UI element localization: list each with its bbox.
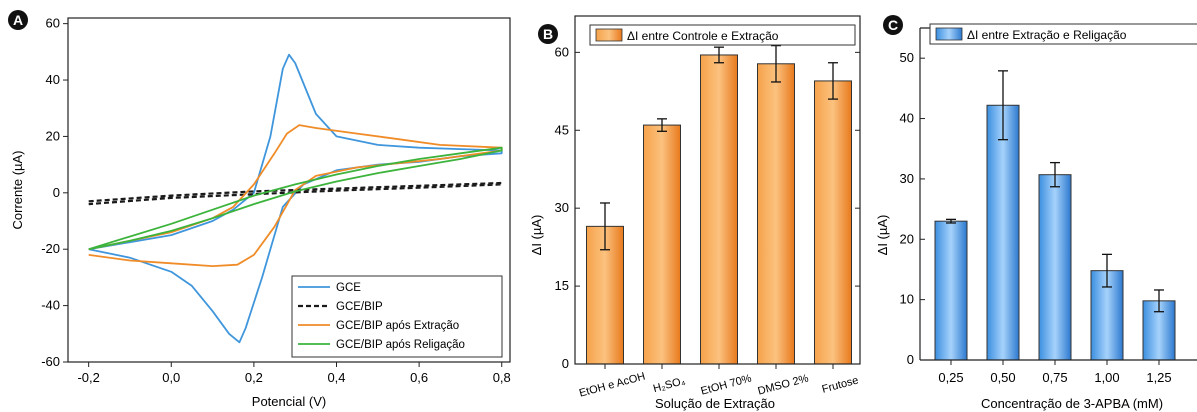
panel-a-y-tick-label: 40 (46, 72, 60, 87)
panel-b: B 0 15 30 45 60 EtOH e AcOH H₂SO₄ EtOH 70% DMSO… (529, 15, 861, 411)
panel-c-letter-badge (883, 15, 903, 35)
panel-a-series-line (88, 146, 503, 251)
panel-a-x-tick-label: 0,2 (245, 370, 263, 385)
panel-c-y-tick-label: 40 (900, 111, 914, 126)
panel-b-bar (643, 124, 681, 365)
panel-a-letter: A (13, 12, 23, 28)
panel-a-x-tick-label: 0,0 (162, 370, 180, 385)
panel-b-xlabel: Solução de Extração (655, 396, 775, 411)
panel-b-x-tick-label: EtOH e AcOH (578, 371, 647, 400)
panel-c-axes: 0 10 20 30 40 50 (900, 50, 925, 367)
panel-c-ylabel: ΔI (µA) (875, 215, 890, 256)
panel-a-x-tick-label: 0,6 (410, 370, 428, 385)
panel-c-y-tick-label: 10 (900, 292, 914, 307)
panel-c-x-tick-label: 0,75 (1042, 370, 1067, 385)
panel-b-frame (574, 15, 861, 365)
panel-c-y-tick-label: 20 (900, 231, 914, 246)
panel-a-xlabel: Potencial (V) (252, 394, 326, 409)
panel-a-x-tick-label: 0,8 (493, 370, 511, 385)
panel-c-bars: 0,25 0,50 0,75 1,00 1,25 (934, 70, 1176, 385)
panel-b-bar (814, 80, 852, 365)
panel-b-bar (700, 54, 738, 365)
panel-a-plot-lines (88, 53, 503, 344)
panel-b-bars: EtOH e AcOH H₂SO₄ EtOH 70% DMSO 2% Frutose (578, 44, 860, 400)
panel-a-letter-badge (8, 10, 28, 30)
panel-c-x-tick-label: 1,00 (1094, 370, 1119, 385)
panel-b-y-tick-label: 30 (555, 200, 569, 215)
panel-a-y-tick-label: 20 (46, 128, 60, 143)
panel-b-y-tick-label: 15 (555, 278, 569, 293)
panel-b-legend: ΔI entre Controle e Extração (589, 24, 856, 46)
panel-b-bar (757, 63, 795, 365)
panel-a-x-tick-label: 0,4 (327, 370, 345, 385)
panel-a-series-line (88, 181, 503, 206)
panel-c-legend-label: ΔI entre Extração e Religação (967, 28, 1127, 42)
panel-b-x-tick-label: Frutose (821, 374, 860, 395)
panel-a-x-tick-label: -0,2 (77, 370, 99, 385)
panel-a-axes: -0,2 0,0 0,2 0,4 0,6 0,8 -60 -40 -20 0 20 40 60 (41, 16, 511, 385)
panel-c: C 0 10 20 30 40 50 0,25 0,50 0,75 1,00 1,25 Conce… (875, 15, 1197, 411)
panel-c-y-tick-label: 30 (900, 171, 914, 186)
panel-c-legend: ΔI entre Extração e Religação (929, 23, 1197, 45)
panel-b-x-tick-label: H₂SO₄ (652, 375, 687, 395)
panel-b-letter: B (543, 26, 553, 42)
panel-c-x-tick-label: 0,25 (938, 370, 963, 385)
panel-b-y-tick-label: 0 (562, 356, 569, 371)
panel-b-x-tick-label: EtOH 70% (700, 373, 754, 398)
panel-a-legend: GCE GCE/BIP GCE/BIP após Extração GCE/BIP a… (291, 275, 503, 358)
panel-b-ylabel: ΔI (µA) (529, 215, 544, 256)
panel-a-y-tick-label: 60 (46, 16, 60, 31)
panel-a-y-tick-label: -40 (41, 298, 60, 313)
panel-a-legend-label: GCE/BIP após Extração (336, 320, 459, 332)
panel-b-legend-swatch (595, 28, 623, 42)
panel-c-bar (934, 220, 968, 361)
panel-c-legend-swatch (935, 27, 963, 41)
panel-a: A -0,2 0,0 0,2 0,4 0,6 0,8 -60 -40 -20 0 20 40 60 Po… (8, 10, 511, 409)
panel-c-letter: C (888, 17, 898, 33)
panel-c-y-tick-label: 50 (900, 50, 914, 65)
panel-b-axes: 0 15 30 45 60 (555, 44, 860, 371)
panel-a-legend-label: GCE/BIP após Religação (336, 339, 465, 351)
panel-a-y-tick-label: 0 (53, 185, 60, 200)
panel-b-y-tick-label: 45 (555, 122, 569, 137)
panel-a-series-line (88, 53, 503, 344)
panel-a-legend-label: GCE/BIP (336, 301, 383, 313)
panel-c-xlabel: Concentração de 3-APBA (mM) (981, 396, 1163, 411)
panel-a-series-line (88, 124, 503, 268)
panel-b-legend-box (589, 24, 856, 46)
panel-c-y-tick-label: 0 (907, 352, 914, 367)
panel-a-y-tick-label: -60 (41, 354, 60, 369)
panel-a-legend-label: GCE (336, 282, 361, 294)
panel-a-y-tick-label: -20 (41, 241, 60, 256)
panel-c-bar (1038, 174, 1072, 361)
panel-a-frame (67, 17, 511, 363)
panel-c-x-tick-label: 0,50 (990, 370, 1015, 385)
panel-b-letter-badge (538, 24, 558, 44)
panel-b-x-tick-label: DMSO 2% (757, 373, 811, 398)
panel-b-legend-label: ΔI entre Controle e Extração (627, 29, 779, 43)
panel-a-ylabel: Corrente (µA) (10, 150, 25, 229)
panel-c-x-tick-label: 1,25 (1146, 370, 1171, 385)
panel-c-bar (986, 104, 1020, 361)
panel-c-legend-box (929, 23, 1197, 45)
panel-b-y-tick-label: 60 (555, 44, 569, 59)
